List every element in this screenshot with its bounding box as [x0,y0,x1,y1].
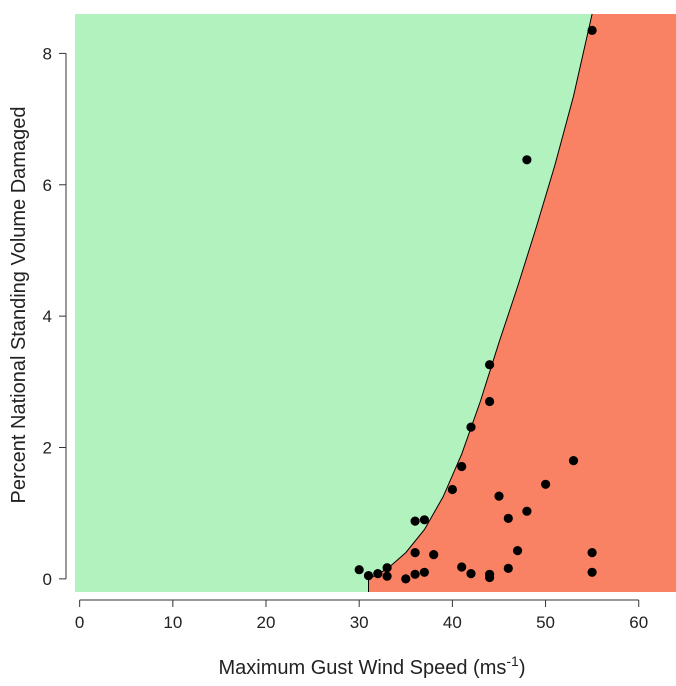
y-tick-label: 8 [43,44,52,63]
data-point [503,563,513,574]
data-point [522,155,532,165]
data-point [410,516,420,526]
data-point [587,567,597,577]
plot-area [75,13,676,592]
data-point [466,422,476,432]
data-point [373,569,383,579]
data-point [568,456,579,466]
data-point [522,506,532,516]
data-point [354,565,364,575]
data-points [354,25,597,584]
x-axis-label: Maximum Gust Wind Speed (ms-1) [219,653,526,679]
data-point [382,571,392,581]
x-tick-label: 50 [536,613,555,632]
y-tick-label: 4 [43,307,52,326]
data-point [363,571,374,581]
data-point [447,484,457,495]
y-axis-ticks: 0 2 4 6 8 [43,44,66,589]
axes: 0 10 20 30 40 50 60 0 2 4 6 8 [43,44,649,632]
data-point [382,563,392,573]
y-tick-label: 0 [43,570,52,589]
y-tick-label: 2 [43,439,52,458]
data-point [494,491,504,501]
data-point [410,548,420,558]
x-tick-label: 30 [350,613,369,632]
safe-region-upper [75,14,593,592]
x-tick-label: 40 [443,613,462,632]
data-point [513,546,523,556]
data-point [419,515,429,525]
x-axis-ticks: 0 10 20 30 40 50 60 [75,600,648,632]
data-point [401,574,411,584]
x-tick-label: 0 [75,613,84,632]
x-tick-label: 20 [257,613,276,632]
data-point [457,562,467,572]
x-tick-label: 10 [163,613,182,632]
y-tick-label: 6 [43,176,52,195]
x-tick-label: 60 [629,613,648,632]
data-point [485,572,495,583]
data-point [503,513,513,524]
data-point [541,479,551,489]
y-axis-label: Percent National Standing Volume Damaged [8,107,30,504]
data-point [466,569,476,579]
data-point [485,360,495,370]
data-point [587,548,597,558]
data-point [429,550,439,560]
data-point [410,569,420,579]
data-point [587,25,597,35]
data-point [485,396,495,407]
data-point [457,461,467,472]
data-point [419,567,429,577]
